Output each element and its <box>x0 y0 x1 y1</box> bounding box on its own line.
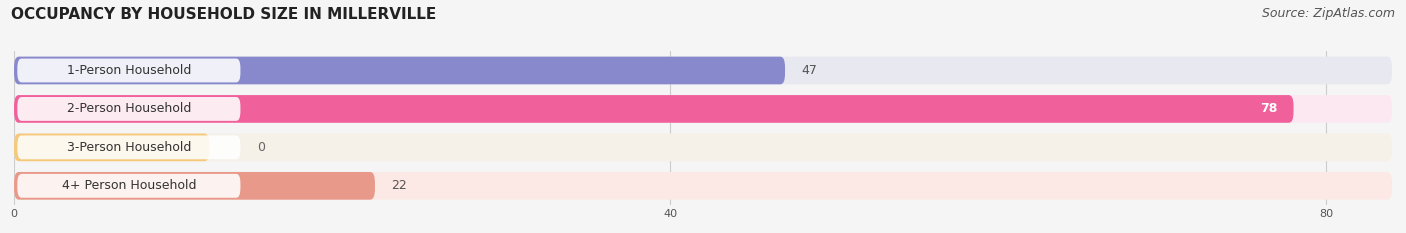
FancyBboxPatch shape <box>14 95 1392 123</box>
FancyBboxPatch shape <box>14 57 1392 84</box>
FancyBboxPatch shape <box>17 97 240 121</box>
FancyBboxPatch shape <box>14 134 1392 161</box>
FancyBboxPatch shape <box>14 172 375 200</box>
FancyBboxPatch shape <box>14 57 785 84</box>
Text: 22: 22 <box>391 179 408 192</box>
Text: 0: 0 <box>257 141 264 154</box>
Text: 47: 47 <box>801 64 817 77</box>
FancyBboxPatch shape <box>14 95 1294 123</box>
Text: Source: ZipAtlas.com: Source: ZipAtlas.com <box>1261 7 1395 20</box>
Text: 3-Person Household: 3-Person Household <box>66 141 191 154</box>
FancyBboxPatch shape <box>17 135 240 159</box>
FancyBboxPatch shape <box>17 174 240 198</box>
Text: 4+ Person Household: 4+ Person Household <box>62 179 195 192</box>
Text: 1-Person Household: 1-Person Household <box>66 64 191 77</box>
Text: 2-Person Household: 2-Person Household <box>66 103 191 115</box>
Text: OCCUPANCY BY HOUSEHOLD SIZE IN MILLERVILLE: OCCUPANCY BY HOUSEHOLD SIZE IN MILLERVIL… <box>11 7 436 22</box>
Text: 78: 78 <box>1260 103 1277 115</box>
FancyBboxPatch shape <box>17 58 240 82</box>
FancyBboxPatch shape <box>14 172 1392 200</box>
FancyBboxPatch shape <box>14 134 209 161</box>
